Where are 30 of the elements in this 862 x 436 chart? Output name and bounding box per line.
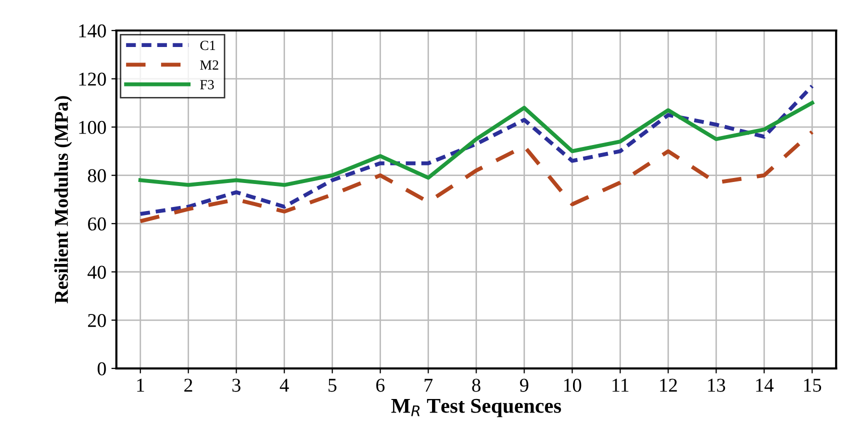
- x-tick-label: 6: [376, 378, 385, 392]
- x-tick-label: 7: [424, 378, 433, 392]
- y-tick-label: 100: [79, 120, 106, 134]
- y-tick-label: 80: [88, 169, 106, 182]
- y-tick-label: 60: [88, 217, 106, 231]
- y-axis-title: Resilient Modulus (MPa): [54, 96, 72, 304]
- x-tick-label: 11: [612, 378, 628, 392]
- x-axis-title: M$_{R}$ Test Sequences: [391, 398, 562, 418]
- legend-label: M2: [200, 60, 218, 70]
- x-tick-label: 12: [660, 378, 677, 392]
- y-tick-label: 140: [79, 24, 106, 38]
- x-tick-label: 10: [564, 378, 582, 392]
- y-tick-label: 0: [98, 362, 106, 376]
- x-tick-label: 4: [280, 378, 289, 392]
- x-tick-label: 3: [232, 378, 240, 392]
- x-tick-label: 8: [472, 378, 480, 392]
- y-tick-label: 120: [79, 72, 106, 86]
- legend-label: C1: [200, 40, 216, 50]
- x-tick-label: 1: [137, 378, 144, 392]
- x-tick-label: 14: [756, 378, 774, 392]
- x-tick-label: 9: [520, 378, 528, 392]
- y-tick-label: 20: [88, 314, 106, 328]
- legend-label: F3: [200, 80, 214, 90]
- line-series: [138, 130, 814, 224]
- x-tick-label: 2: [184, 378, 192, 392]
- line-series: [138, 100, 814, 187]
- x-tick-label: 15: [804, 378, 822, 392]
- x-tick-label: 5: [328, 378, 336, 392]
- x-tick-label: 13: [708, 378, 726, 392]
- y-tick-label: 40: [88, 266, 106, 279]
